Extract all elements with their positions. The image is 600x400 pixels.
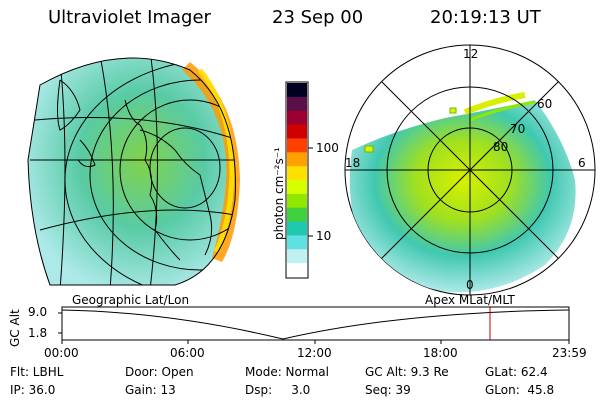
colorbar-swatch — [287, 166, 307, 181]
geographic-panel — [27, 57, 240, 286]
instrument-title: Ultraviolet Imager — [48, 7, 211, 28]
altitude-plot — [58, 306, 570, 344]
colorbar-swatch — [287, 110, 307, 126]
colorbar — [285, 81, 313, 279]
uv-image-polar — [349, 100, 576, 293]
xtick-1200: 12:00 — [297, 346, 332, 360]
colorbar-tick-10: 10 — [316, 229, 332, 243]
colorbar-swatch — [287, 221, 307, 236]
xtick-0000: 00:00 — [44, 346, 79, 360]
xtick-1800: 18:00 — [423, 346, 458, 360]
date-label: 23 Sep 00 — [272, 7, 364, 28]
info-flt: Flt: LBHL — [10, 365, 64, 379]
info-gc-alt: GC Alt: 9.3 Re — [365, 365, 449, 379]
xtick-2359: 23:59 — [552, 346, 587, 360]
geographic-panel-label: Geographic Lat/Lon — [72, 293, 190, 307]
colorbar-swatch — [287, 124, 307, 139]
colorbar-swatch — [287, 263, 307, 278]
mlt-label-6: 6 — [578, 156, 586, 170]
colorbar-swatch — [287, 235, 307, 250]
mlat-label-70: 70 — [510, 122, 526, 136]
info-mode: Mode: Normal — [245, 365, 329, 379]
info-ip: IP: 36.0 — [10, 383, 56, 397]
mlat-label-80: 80 — [493, 140, 509, 154]
uv-image-geographic — [28, 58, 236, 285]
colorbar-swatch — [287, 138, 307, 153]
polar-panel — [344, 44, 596, 296]
colorbar-swatch — [287, 152, 307, 167]
colorbar-swatch — [287, 193, 307, 209]
colorbar-swatch — [287, 83, 307, 98]
colorbar-swatch — [287, 180, 307, 195]
altitude-curve — [61, 309, 570, 340]
colorbar-unit-label: photon cm⁻²s⁻¹ — [272, 147, 286, 240]
altitude-ylabel: GC Alt — [8, 309, 22, 347]
time-label: 20:19:13 UT — [430, 7, 541, 28]
xtick-0600: 06:00 — [170, 346, 205, 360]
colorbar-swatch — [287, 207, 307, 223]
mlt-label-18: 18 — [345, 156, 361, 170]
altitude-ytick-top: 9.0 — [28, 305, 48, 319]
dayglow-band — [182, 62, 240, 262]
polar-panel-label: Apex MLat/MLT — [425, 293, 515, 307]
altitude-ytick-bottom: 1.8 — [28, 326, 48, 340]
info-dsp: Dsp: 3.0 — [245, 383, 311, 397]
mlat-label-60: 60 — [537, 97, 553, 111]
mlt-label-0: 0 — [466, 278, 474, 292]
info-gain: Gain: 13 — [125, 383, 176, 397]
colorbar-swatch — [287, 96, 307, 112]
info-glon: GLon: 45.8 — [485, 383, 555, 397]
info-seq: Seq: 39 — [365, 383, 411, 397]
info-door: Door: Open — [125, 365, 194, 379]
colorbar-tick-100: 100 — [316, 141, 339, 155]
colorbar-swatch — [287, 249, 307, 264]
mlt-label-12: 12 — [463, 47, 479, 61]
info-glat: GLat: 62.4 — [485, 365, 548, 379]
